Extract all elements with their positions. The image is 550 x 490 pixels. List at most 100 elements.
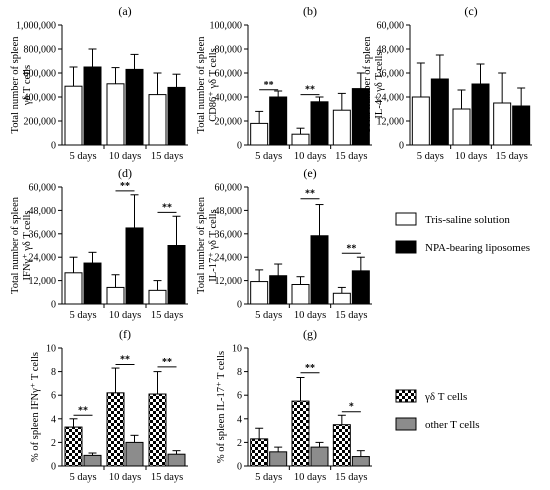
panel-label: (b) <box>303 4 317 18</box>
y-axis-label: % of spleen IFNγ⁺ T cells <box>30 352 41 462</box>
y-axis-label-line: Total number of spleen <box>362 36 373 134</box>
bar <box>310 235 329 305</box>
x-tick-label: 5 days <box>417 151 444 162</box>
y-tick-label: 4 <box>51 414 56 425</box>
panel-label: (e) <box>303 166 316 180</box>
bar <box>351 270 370 305</box>
bar <box>83 262 102 305</box>
x-tick-label: 15 days <box>495 151 527 162</box>
y-tick-label: 10 <box>232 344 242 355</box>
bar <box>332 109 351 146</box>
y-tick-label: 60,000 <box>215 183 243 194</box>
y-tick-label: 12,000 <box>29 276 57 287</box>
y-tick-label: 8 <box>51 367 56 378</box>
significance-label: ** <box>305 189 315 200</box>
y-axis-label: Total number of spleenIL-4⁺ γδ T cells <box>362 36 385 134</box>
y-tick-label: 40,000 <box>215 93 243 104</box>
y-tick-label: 48,000 <box>377 45 405 56</box>
y-tick-label: 0 <box>51 141 56 152</box>
panel-label: (d) <box>118 166 132 180</box>
y-tick-label: 6 <box>237 391 242 402</box>
significance-label: ** <box>346 243 356 254</box>
y-tick-label: 0 <box>237 141 242 152</box>
y-axis-label: % of spleen IL-17⁺ T cells <box>216 351 227 463</box>
chart-panel: (d) 0 12,000 24,000 36,000 48,000 60,000 Total … <box>10 166 188 321</box>
chart-panel: (e) 0 12,000 24,000 36,000 48,000 60,000 Total … <box>196 166 372 321</box>
bar <box>512 105 531 146</box>
x-tick-label: 15 days <box>151 472 183 483</box>
y-axis-label-line: Total number of spleen <box>196 36 207 134</box>
y-tick-label: 48,000 <box>215 206 243 217</box>
y-tick-label: 36,000 <box>215 229 243 240</box>
bar <box>291 284 310 305</box>
y-tick-label: 800,000 <box>24 45 57 56</box>
y-axis-label-line: CD86⁺ γδ T cells <box>208 48 219 122</box>
chart-panel: (f) 0 2 4 6 8 10 % of spleen IFNγ⁺ T cells 5 day… <box>30 327 188 483</box>
y-tick-label: 0 <box>51 462 56 473</box>
legend-swatch <box>395 389 417 403</box>
bar <box>167 245 186 305</box>
y-axis-label-line: Total number of spleen <box>10 36 21 134</box>
bar <box>332 424 351 467</box>
legend-label: Tris-saline solution <box>425 214 510 226</box>
y-axis-label: Total number of spleenCD86⁺ γδ T cells <box>196 36 219 134</box>
bar <box>64 272 83 305</box>
x-tick-label: 15 days <box>335 472 367 483</box>
legend-label: γδ T cells <box>424 391 467 403</box>
bar <box>411 96 430 146</box>
y-tick-label: 48,000 <box>29 206 57 217</box>
y-axis-label: Total number of spleenIFNγ⁺ γδ T cells <box>10 196 33 294</box>
x-tick-label: 10 days <box>109 472 141 483</box>
y-tick-label: 200,000 <box>24 117 57 128</box>
y-tick-label: 100,000 <box>210 21 243 32</box>
y-tick-label: 0 <box>237 462 242 473</box>
y-tick-label: 60,000 <box>377 21 405 32</box>
y-tick-label: 12,000 <box>377 117 405 128</box>
x-tick-label: 5 days <box>255 310 282 321</box>
y-tick-label: 24,000 <box>377 93 405 104</box>
bar <box>310 446 329 467</box>
y-axis-label-line: IL-17⁺ γδ T cells <box>208 209 219 281</box>
bar <box>125 441 144 467</box>
y-tick-label: 4 <box>237 414 242 425</box>
x-tick-label: 5 days <box>69 151 96 162</box>
bar <box>452 108 471 146</box>
x-tick-label: 10 days <box>109 151 141 162</box>
bar <box>167 86 186 146</box>
y-axis-label-line: Total number of spleen <box>10 196 21 294</box>
chart-panel: (c) 0 12,000 24,000 36,000 48,000 60,000 Total … <box>362 4 532 162</box>
legend-label: other T cells <box>425 419 480 431</box>
chart-panel: (b)020,00040,00060,00080,000100,000Total… <box>196 4 372 162</box>
chart-panel: (a) 0 200,000 400,000 600,000 800,000 1,000,00… <box>10 4 188 162</box>
bar <box>250 122 269 146</box>
legend: γδ T cells other T cells <box>395 389 480 431</box>
bar <box>125 227 144 305</box>
bar <box>125 68 144 146</box>
bar <box>250 438 269 467</box>
y-tick-label: 60,000 <box>29 183 57 194</box>
x-tick-label: 5 days <box>255 472 282 483</box>
panel-label: (c) <box>464 4 477 18</box>
y-axis-label-line: IFNγ⁺ γδ T cells <box>22 210 33 280</box>
bar <box>106 286 125 305</box>
bar <box>291 133 310 146</box>
x-tick-label: 15 days <box>335 151 367 162</box>
bar <box>148 289 167 305</box>
y-axis-label-line: IL-4⁺ γδ T cells <box>374 51 385 118</box>
legend-swatch <box>395 417 417 431</box>
y-axis-label: Total number of spleenIL-17⁺ γδ T cells <box>196 196 219 294</box>
y-axis-label-line: γδ T cells <box>22 65 33 106</box>
x-tick-label: 10 days <box>294 310 326 321</box>
significance-label: ** <box>264 80 274 91</box>
bar <box>106 392 125 467</box>
y-tick-label: 12,000 <box>215 276 243 287</box>
x-tick-label: 5 days <box>69 472 96 483</box>
y-tick-label: 400,000 <box>24 93 57 104</box>
y-tick-label: 36,000 <box>29 229 57 240</box>
bar <box>83 454 102 467</box>
bar <box>106 83 125 146</box>
panel-label: (g) <box>303 327 317 341</box>
x-tick-label: 10 days <box>455 151 487 162</box>
x-tick-label: 5 days <box>255 151 282 162</box>
